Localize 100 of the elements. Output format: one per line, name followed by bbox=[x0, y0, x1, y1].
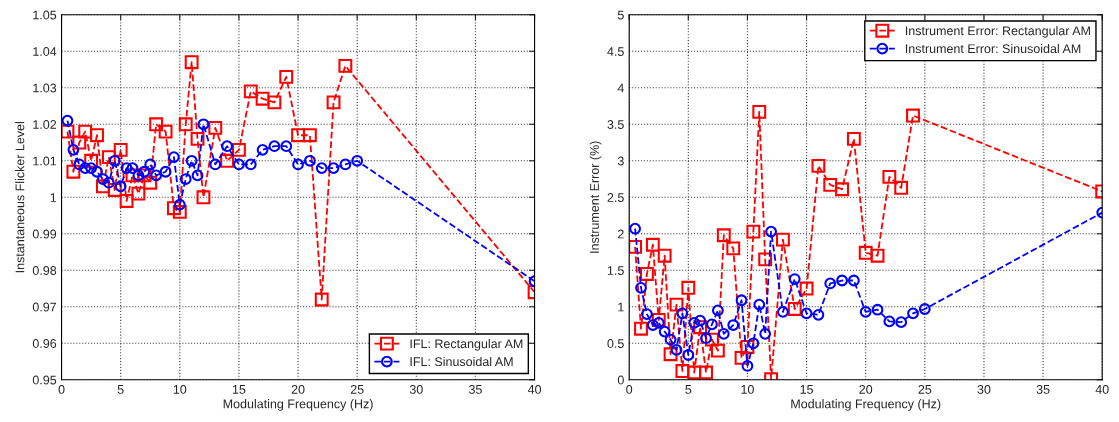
point bbox=[907, 307, 919, 320]
point bbox=[663, 347, 678, 362]
x-tick-label: 40 bbox=[1095, 384, 1109, 394]
y-tick-label: 4.5 bbox=[607, 47, 624, 56]
point bbox=[726, 241, 741, 256]
point bbox=[61, 114, 74, 127]
point bbox=[682, 349, 695, 361]
point bbox=[221, 140, 234, 153]
point bbox=[184, 55, 199, 70]
x-tick-label: 10 bbox=[741, 384, 754, 394]
point bbox=[73, 158, 86, 171]
x-tick-label: 5 bbox=[117, 385, 124, 394]
x-axis-title: Modulating Frequency (Hz) bbox=[791, 399, 941, 411]
point bbox=[125, 168, 140, 183]
point bbox=[699, 365, 713, 380]
point bbox=[327, 162, 340, 174]
point bbox=[836, 274, 848, 287]
point bbox=[871, 303, 884, 316]
point bbox=[741, 360, 754, 372]
y-tick-label: 0.95 bbox=[32, 375, 57, 385]
point bbox=[664, 333, 677, 346]
y-tick-label: 0.96 bbox=[32, 339, 57, 348]
y-axis-title: Instantaneous Flicker Level bbox=[15, 122, 25, 273]
point bbox=[159, 165, 172, 178]
point bbox=[220, 153, 235, 168]
point bbox=[90, 128, 104, 143]
point bbox=[101, 150, 116, 165]
point bbox=[635, 281, 647, 294]
point bbox=[113, 142, 128, 157]
point bbox=[645, 237, 660, 252]
x-tick-label: 20 bbox=[859, 384, 873, 394]
y-tick-label: 1.01 bbox=[33, 156, 57, 166]
x-tick-label: 40 bbox=[527, 384, 542, 394]
point bbox=[670, 343, 683, 356]
point bbox=[710, 343, 725, 358]
point bbox=[918, 303, 931, 315]
point bbox=[658, 325, 671, 338]
point bbox=[267, 95, 282, 110]
point bbox=[765, 225, 777, 238]
point bbox=[641, 308, 653, 320]
x-tick-label: 0 bbox=[626, 384, 633, 394]
point bbox=[191, 169, 204, 182]
point bbox=[753, 298, 766, 311]
y-tick-label: 0.97 bbox=[32, 302, 57, 312]
point bbox=[675, 364, 690, 378]
point bbox=[158, 124, 173, 139]
point bbox=[787, 302, 802, 316]
point bbox=[681, 280, 696, 295]
legend-label: Instrument Error: Sinusoidal AM bbox=[905, 43, 1081, 54]
point bbox=[231, 142, 246, 157]
point bbox=[79, 162, 92, 174]
point bbox=[150, 169, 163, 182]
x-tick-label: 30 bbox=[409, 384, 423, 394]
point bbox=[108, 154, 121, 167]
point bbox=[85, 162, 98, 174]
point bbox=[669, 297, 684, 312]
point bbox=[716, 228, 731, 243]
y-tick-label: 0.99 bbox=[32, 229, 57, 239]
point bbox=[114, 180, 127, 193]
y-tick-label: 4 bbox=[617, 83, 624, 93]
point bbox=[102, 176, 115, 189]
point bbox=[629, 222, 641, 235]
y-tick-label: 1 bbox=[50, 193, 57, 202]
point bbox=[775, 232, 790, 247]
x-tick-label: 35 bbox=[468, 384, 482, 394]
point bbox=[687, 365, 702, 380]
point bbox=[138, 165, 151, 178]
point bbox=[700, 332, 712, 345]
point bbox=[651, 312, 666, 327]
point bbox=[120, 162, 133, 174]
point bbox=[735, 294, 748, 307]
point bbox=[190, 131, 205, 146]
point bbox=[66, 164, 81, 179]
point bbox=[870, 248, 885, 263]
point bbox=[126, 162, 139, 174]
point bbox=[747, 337, 760, 350]
point bbox=[859, 306, 872, 318]
point bbox=[97, 173, 109, 185]
x-tick-label: 25 bbox=[350, 384, 364, 394]
point bbox=[209, 158, 222, 171]
point bbox=[812, 308, 825, 321]
y-tick-label: 0 bbox=[617, 375, 624, 385]
point bbox=[167, 151, 180, 164]
point bbox=[280, 140, 293, 153]
point bbox=[895, 316, 908, 329]
point bbox=[196, 190, 211, 205]
point bbox=[694, 314, 707, 327]
point bbox=[67, 143, 80, 156]
point bbox=[185, 154, 198, 167]
point bbox=[846, 131, 861, 146]
point bbox=[244, 158, 257, 171]
point bbox=[746, 224, 761, 239]
y-tick-label: 1.05 bbox=[33, 10, 57, 20]
x-tick-label: 10 bbox=[173, 384, 187, 394]
point bbox=[734, 350, 749, 365]
y-tick-label: 1.03 bbox=[33, 83, 57, 93]
y-tick-label: 0.5 bbox=[607, 339, 624, 348]
point bbox=[303, 154, 316, 167]
point bbox=[823, 177, 838, 192]
legend-label: IFL: Sinusoidal AM bbox=[410, 356, 513, 367]
